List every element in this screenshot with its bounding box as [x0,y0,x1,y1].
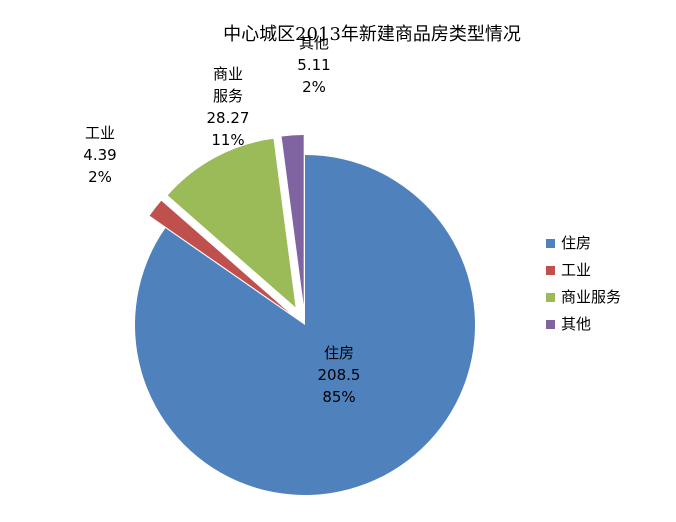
data-labels: 住房 208.5 85% 工业 4.39 2% 商业服务 28.27 11% 其他 5.11 2% [83,34,360,406]
data-label-value-0: 208.5 [318,366,361,384]
data-label-name-part1-2: 商业 [213,65,243,83]
pie-slice-0 [134,155,475,495]
legend-swatch-1 [546,266,555,275]
data-label-name-3: 其他 [299,34,329,52]
legend-label-0: 住房 [561,234,591,252]
legend-label-3: 其他 [561,315,591,333]
legend-swatch-3 [546,320,555,329]
pie-slice-3 [281,135,304,306]
data-label-value-1: 4.39 [83,146,116,164]
pie-slice-1 [149,200,290,313]
data-label-name-part2-2: 服务 [213,87,243,105]
data-label-value-3: 5.11 [297,56,330,74]
data-label-percent-2: 11% [211,131,244,149]
data-label-name-1: 工业 [85,124,115,142]
legend-label-1: 工业 [561,261,591,279]
pie-slices [134,135,475,495]
data-label-value-2: 28.27 [207,109,250,127]
data-label-percent-0: 85% [322,388,355,406]
chart-title: 中心城区2013年新建商品房类型情况 [223,24,521,45]
legend-label-2: 商业服务 [561,288,621,306]
data-label-name-0: 住房 [324,344,354,362]
legend-swatch-0 [546,239,555,248]
pie-slice-2 [167,138,296,308]
data-label-percent-1: 2% [88,168,112,186]
legend-swatch-2 [546,293,555,302]
data-label-percent-3: 2% [302,78,326,96]
